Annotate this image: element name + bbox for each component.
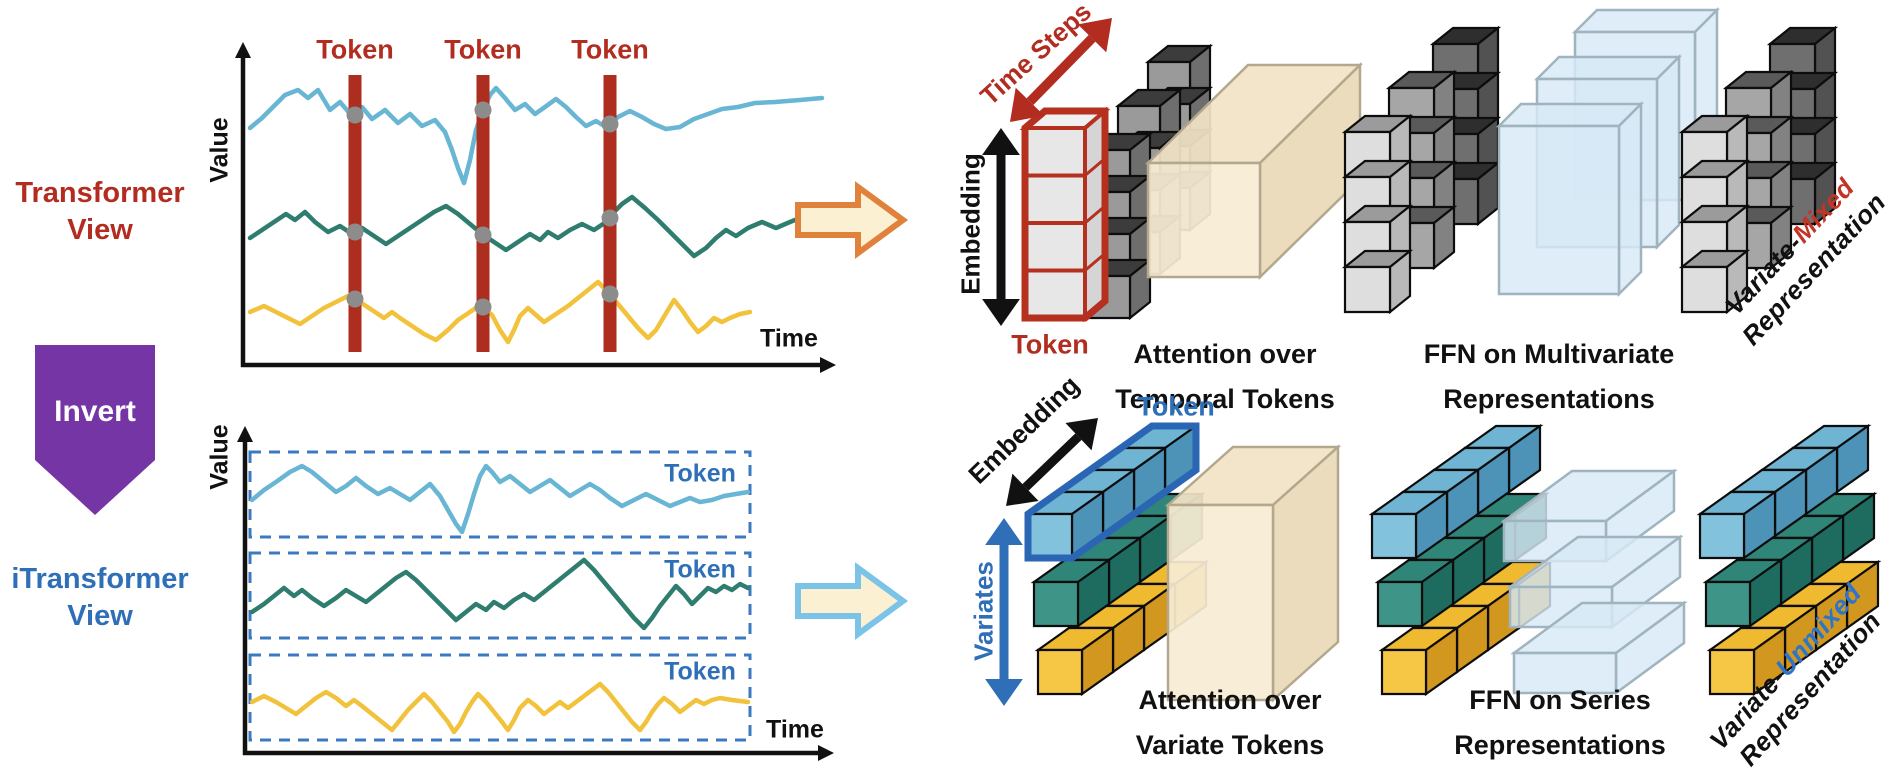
variate-group-ffn-out-yellow-row-seg0-front <box>1708 648 1756 696</box>
top-embedding-arrow-icon-head2 <box>982 299 1020 326</box>
token-sample-dot-8 <box>474 298 492 316</box>
variates-axis-label: Variates <box>968 561 999 661</box>
token-sample-dot-4 <box>346 223 364 241</box>
variate-group-attn-out-blue-row-seg0-front <box>1370 512 1418 560</box>
temporal-token-bar-1 <box>348 75 362 352</box>
ffn-series-line2: Representations <box>1454 730 1666 760</box>
multivariate-ffn-slab-2-side <box>1655 53 1681 251</box>
invert-arrow-icon <box>35 345 155 515</box>
itransformer-view-line2: View <box>67 600 133 632</box>
ffn-multivariate-label: FFN on Multivariate Representations <box>1424 332 1675 422</box>
token-sample-dot-2 <box>474 101 492 119</box>
variate-token-box-3 <box>248 653 752 742</box>
invert-transform-arrow-icon <box>795 562 909 640</box>
token-sample-dot-6 <box>601 209 619 227</box>
bottom-chart-value-axis-label: Value <box>205 424 234 490</box>
temporal-token-column-outline <box>1021 107 1109 322</box>
invert-label: Invert <box>54 395 136 428</box>
time-steps-arrow-icon-head1 <box>1077 18 1112 53</box>
bottom-embedding-arrow-icon-head1 <box>1065 418 1098 451</box>
variate-group-in-blue-row-seg0-front <box>1026 512 1074 560</box>
bottom-series-teal <box>249 557 751 631</box>
attention-variate-line1: Attention over <box>1138 685 1322 715</box>
multivariate-ffn-slab-3-top <box>1571 8 1721 34</box>
bottom-chart-time-axis-label: Time <box>766 715 824 744</box>
temporal-attention-block-front <box>1146 161 1262 279</box>
time-steps-arrow-icon-shaft <box>1026 35 1096 105</box>
transform-arrow-icon <box>795 181 909 259</box>
ffn-out-stack-1-cube3-front <box>1680 265 1729 314</box>
attention-variate-label: Attention over Variate Tokens <box>1136 678 1325 768</box>
variates-arrow-icon-head1 <box>985 518 1023 545</box>
variate-token-box-2 <box>248 551 752 640</box>
bottom-series-blue <box>249 463 751 535</box>
multivariate-ffn-slab-1-side <box>1617 100 1643 298</box>
top-chart-x-arrow <box>820 357 836 373</box>
variate-token-label-1: Token <box>664 459 736 488</box>
multivariate-ffn-slab-2-top <box>1533 55 1683 81</box>
variate-token-label-2: Token <box>664 555 736 584</box>
attention-variate-line2: Variate Tokens <box>1135 730 1325 760</box>
top-series-blue <box>247 85 825 186</box>
itransformer-view-label: iTransformer View <box>11 561 188 635</box>
transformer-view-line1: Transformer <box>15 177 185 209</box>
variate-group-attn-out-yellow-row-seg0-front <box>1380 648 1428 696</box>
series-ffn-slab-3-front <box>1512 651 1618 695</box>
itransformer-view-line1: iTransformer <box>11 563 189 595</box>
multivariate-ffn-slab-1-front <box>1497 124 1621 296</box>
variate-group-in-teal-row-seg0-front <box>1032 580 1080 628</box>
temporal-token-label-2: Token <box>444 34 522 65</box>
attn-out-stack-1-cube3-front <box>1343 265 1392 314</box>
variate-token-row-label: Token <box>1137 391 1215 422</box>
attention-temporal-line1: Attention over <box>1133 339 1317 369</box>
ffn-multivariate-line1: FFN on Multivariate <box>1423 339 1675 369</box>
top-embedding-axis-label: Embedding <box>955 153 986 295</box>
top-chart-time-axis-label: Time <box>760 324 818 353</box>
bottom-embedding-arrow-icon-head2 <box>1006 473 1039 506</box>
variate-attention-block-front <box>1166 503 1275 702</box>
top-embedding-arrow-icon-shaft <box>996 155 1006 299</box>
variates-arrow-icon-shaft <box>999 545 1009 679</box>
variates-arrow-icon-head2 <box>985 679 1023 706</box>
variate-token-label-3: Token <box>664 657 736 686</box>
variate-group-in-blue-row-outline <box>1024 422 1200 562</box>
token-sample-dot-7 <box>346 290 364 308</box>
attention-temporal-label: Attention over Temporal Tokens <box>1115 332 1335 422</box>
top-series-teal <box>247 194 825 259</box>
temporal-token-label-1: Token <box>316 34 394 65</box>
bottom-embedding-arrow-icon-shaft <box>1022 433 1082 491</box>
ffn-series-line1: FFN on Series <box>1469 685 1651 715</box>
transformer-view-line2: View <box>67 214 133 246</box>
token-sample-dot-3 <box>601 115 619 133</box>
bottom-chart-x-arrow <box>818 745 834 761</box>
temporal-token-bar-2 <box>476 75 490 352</box>
attention-temporal-line2: Temporal Tokens <box>1115 384 1335 414</box>
temporal-token-column-label: Token <box>1011 329 1089 360</box>
bottom-series-yellow <box>249 681 751 735</box>
variate-group-ffn-out-teal-row-seg0-front <box>1704 580 1752 628</box>
top-chart-y-arrow <box>235 42 251 58</box>
variate-group-in-yellow-row-seg0-front <box>1036 648 1084 696</box>
variate-group-ffn-out-blue-row-seg0-front <box>1698 512 1746 560</box>
variate-group-attn-out-teal-row-seg0-front <box>1376 580 1424 628</box>
transformer-view-label: Transformer View <box>15 175 184 249</box>
multivariate-ffn-slab-1-top <box>1495 102 1645 128</box>
variate-token-box-1 <box>248 450 752 539</box>
temporal-token-label-3: Token <box>571 34 649 65</box>
top-series-yellow <box>247 279 753 345</box>
top-embedding-arrow-icon-head1 <box>982 128 1020 155</box>
token-sample-dot-1 <box>346 106 364 124</box>
token-sample-dot-5 <box>474 226 492 244</box>
ffn-multivariate-line2: Representations <box>1443 384 1655 414</box>
bottom-chart-y-arrow <box>237 426 253 442</box>
ffn-series-label: FFN on Series Representations <box>1454 678 1666 768</box>
time-steps-arrow-icon-head2 <box>1010 87 1045 122</box>
token-sample-dot-9 <box>601 285 619 303</box>
top-chart-value-axis-label: Value <box>205 117 234 183</box>
